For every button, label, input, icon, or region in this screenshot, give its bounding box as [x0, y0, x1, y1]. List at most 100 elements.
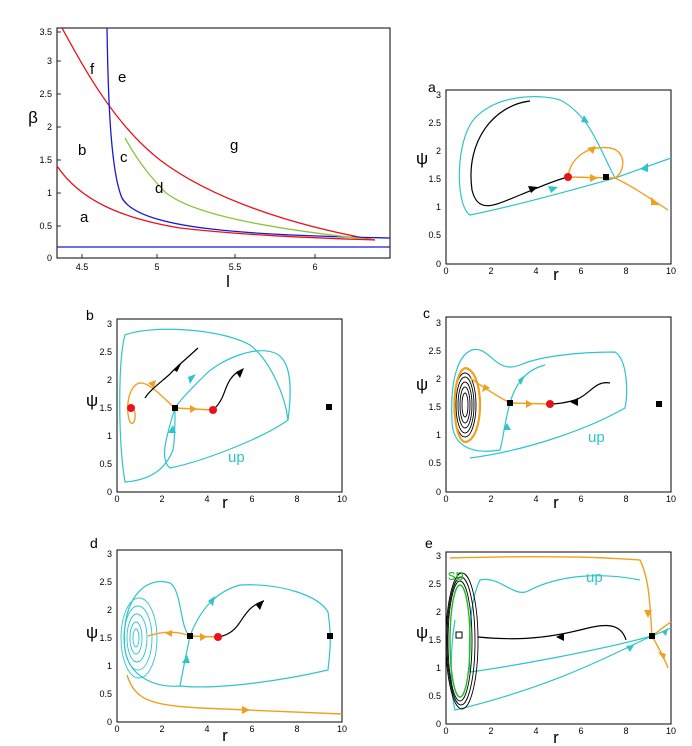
bif-xtick-label: 5 — [154, 262, 159, 272]
node-red — [564, 173, 572, 181]
panel-b-x-label: r — [222, 493, 228, 512]
saddle-black — [172, 405, 178, 411]
arrow-orange — [200, 633, 207, 641]
curve-e-blue — [106, 27, 391, 239]
panel-a-x-label: r — [553, 265, 559, 284]
arrow-cyan — [662, 628, 668, 636]
bif-xtick-label: 5.5 — [229, 262, 242, 272]
xtick: 4 — [533, 266, 538, 276]
center-open-square — [455, 631, 463, 639]
separatrix-cyan — [509, 364, 546, 404]
ytick: 2 — [107, 605, 112, 615]
phase-panel-d: d 0 2 4 6 8 10 0 0.5 1 1.5 2 2.5 3 r ψ — [86, 535, 347, 745]
phase-panel-e: e 0 2 4 6 8 10 0 0.5 1 1.5 2 2.5 3 r ψ u — [416, 535, 676, 746]
arrow-orange — [526, 400, 533, 408]
bif-y-ticks — [57, 31, 61, 259]
xtick: 4 — [204, 724, 209, 734]
ytick: 2.5 — [428, 579, 441, 589]
xtick: 8 — [623, 494, 628, 504]
ytick: 3 — [107, 319, 112, 329]
ytick: 2 — [436, 146, 441, 156]
arrow-cyan — [182, 655, 190, 663]
xtick: 0 — [443, 266, 448, 276]
tag-up: up — [228, 449, 245, 466]
xtick: 0 — [114, 494, 119, 504]
arrow-orange — [644, 610, 652, 618]
panel-e-x-label: r — [553, 728, 559, 746]
xtick: 10 — [666, 266, 676, 276]
region-label-e: e — [118, 69, 126, 86]
arrow-cyan — [503, 423, 511, 430]
xtick: 2 — [159, 724, 164, 734]
arrow-orange — [242, 706, 250, 714]
bif-ytick-label: 0.5 — [39, 221, 52, 231]
manifold-orange — [127, 382, 176, 424]
trajectory-black — [470, 100, 569, 207]
separatrix-cyan-lower — [450, 619, 653, 711]
arrow-black — [556, 633, 564, 641]
ytick: 0.5 — [428, 458, 441, 468]
arrow-black — [256, 600, 264, 610]
xtick: 6 — [578, 726, 583, 736]
xtick: 0 — [114, 724, 119, 734]
panel-d-frame — [116, 549, 343, 723]
panel-letter-d: d — [90, 535, 98, 551]
ytick: 0.5 — [428, 691, 441, 701]
bif-xtick-label: 6 — [312, 262, 317, 272]
saddle-black — [656, 401, 662, 407]
separatrix-cyan — [651, 627, 672, 637]
xtick: 8 — [623, 726, 628, 736]
ytick: 2 — [436, 374, 441, 384]
xtick: 6 — [578, 266, 583, 276]
panel-e-y-label: ψ — [416, 623, 428, 642]
ytick: 1 — [436, 430, 441, 440]
bif-ytick-label: 2 — [47, 122, 52, 132]
phase-panel-b: b 0 2 4 6 8 10 0 0.5 1 1.5 2 2.5 3 r ψ u… — [86, 307, 347, 512]
arrow-cyan — [188, 374, 196, 384]
separatrix-cyan — [458, 96, 616, 216]
spiral-black — [453, 372, 477, 438]
xtick: 2 — [159, 494, 164, 504]
curve-f-red — [61, 27, 376, 241]
panel-letter-e: e — [425, 535, 433, 551]
panel-c-y-label: ψ — [416, 375, 428, 394]
ytick: 0.5 — [99, 459, 112, 469]
manifold-orange-lower — [126, 674, 343, 715]
ytick: 1 — [436, 202, 441, 212]
arrow-orange — [190, 405, 197, 413]
bif-y-axis-label: β — [28, 108, 38, 127]
phase-panel-c: c 0 2 4 6 8 10 0 0.5 1 1.5 2 2.5 3 r ψ u… — [416, 305, 676, 512]
arrow-black — [570, 398, 578, 406]
bifurcation-diagram: 4.5 5 5.5 6 0 0.5 1 1.5 2 2.5 3 3.5 l β … — [28, 27, 391, 291]
tag-up: up — [586, 569, 603, 586]
node-red — [546, 400, 554, 408]
saddle-black — [649, 633, 655, 639]
xtick: 2 — [488, 266, 493, 276]
xtick: 4 — [204, 494, 209, 504]
ytick: 0 — [107, 487, 112, 497]
trajectory-black — [144, 347, 199, 399]
region-label-d: d — [155, 180, 163, 197]
bif-ytick-label: 0 — [47, 253, 52, 263]
ytick: 2 — [107, 375, 112, 385]
arrow-cyan — [640, 163, 648, 172]
trajectory-black — [217, 600, 265, 638]
xtick: 2 — [488, 494, 493, 504]
xtick: 8 — [294, 494, 299, 504]
arrow-orange — [658, 652, 666, 660]
arrow-orange — [482, 384, 490, 392]
xtick: 6 — [249, 494, 254, 504]
xtick: 8 — [623, 266, 628, 276]
trajectory-black — [549, 382, 611, 405]
bifurcation-frame — [56, 27, 391, 259]
panel-c-ticks: 0 2 4 6 8 10 0 0.5 1 1.5 2 2.5 3 — [428, 318, 676, 504]
ytick: 3 — [436, 318, 441, 328]
xtick: 10 — [666, 494, 676, 504]
ytick: 0.5 — [99, 689, 112, 699]
panel-letter-b: b — [86, 307, 94, 323]
xtick: 6 — [249, 724, 254, 734]
region-label-a: a — [80, 209, 89, 226]
ytick: 1.5 — [428, 402, 441, 412]
saddle-black — [603, 174, 609, 180]
